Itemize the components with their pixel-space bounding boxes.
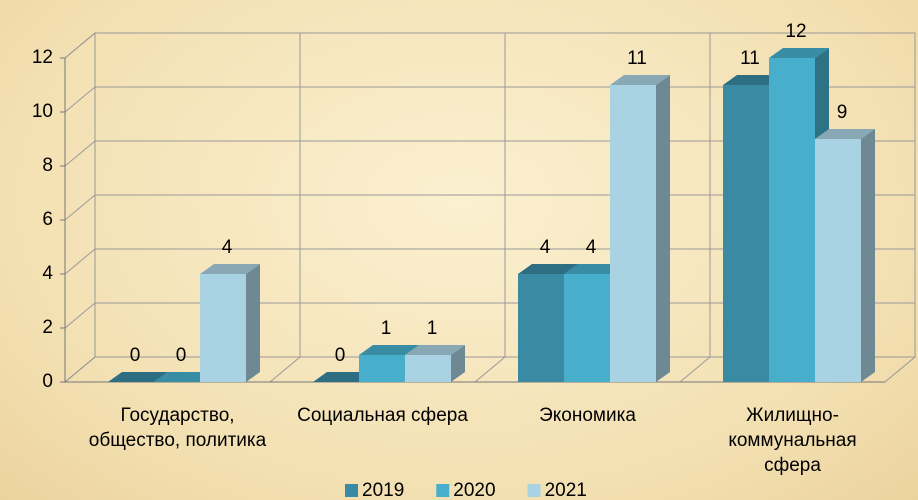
value-label: 9 xyxy=(837,102,848,123)
floor-divider xyxy=(269,356,301,383)
floor-divider xyxy=(679,356,711,383)
grid-line-side xyxy=(64,86,96,113)
grid-line-side xyxy=(64,302,96,329)
bar-face xyxy=(405,345,465,355)
bar-face xyxy=(200,264,260,274)
y-tick-label: 12 xyxy=(32,47,53,68)
bar-face xyxy=(815,129,875,139)
bar-face xyxy=(815,139,861,382)
bar xyxy=(405,345,465,382)
x-tick-label: Экономика xyxy=(539,405,636,426)
bar-face xyxy=(405,345,465,355)
value-label: 4 xyxy=(540,237,551,258)
legend-label: 2020 xyxy=(453,480,495,500)
y-tick-label: 10 xyxy=(32,101,53,122)
legend-label: 2019 xyxy=(362,480,404,500)
bar-face xyxy=(200,274,246,382)
grid-line-side xyxy=(64,248,96,275)
bar-face xyxy=(564,264,624,274)
bar xyxy=(154,372,214,382)
bar-face xyxy=(610,85,656,382)
legend-swatch xyxy=(527,484,541,497)
x-tick-label: Государство, общество, политика xyxy=(88,405,267,451)
bar-face xyxy=(246,264,260,382)
grid-line-side xyxy=(64,140,96,167)
y-tick-label: 2 xyxy=(42,317,53,338)
value-label: 11 xyxy=(740,48,760,69)
bar-face xyxy=(723,85,769,382)
bar-face xyxy=(656,75,670,382)
value-label: 1 xyxy=(381,318,392,339)
bar-face xyxy=(861,129,875,382)
bar-face xyxy=(451,345,465,382)
y-tick-label: 8 xyxy=(42,155,53,176)
y-tick-label: 0 xyxy=(42,371,53,392)
bar xyxy=(108,372,168,382)
bar-face xyxy=(564,274,610,382)
value-label: 12 xyxy=(785,21,806,42)
bar-face xyxy=(656,75,670,382)
bar-face xyxy=(723,75,783,85)
bar xyxy=(313,372,373,382)
bar-face xyxy=(200,264,260,274)
legend-swatch xyxy=(436,484,450,497)
bar-face xyxy=(815,129,875,139)
x-tick-label: Жилищно-коммунальная сфера xyxy=(728,405,857,476)
floor-divider xyxy=(474,356,506,383)
bar-face xyxy=(154,372,214,382)
bar-face xyxy=(359,345,419,355)
bar-face xyxy=(405,355,451,382)
bar-face xyxy=(518,264,578,274)
bar-face xyxy=(246,264,260,382)
grid-line-side xyxy=(64,194,96,221)
x-tick-label: Социальная сфера xyxy=(297,405,468,426)
bar-face xyxy=(108,372,168,382)
bar-face xyxy=(313,372,373,382)
y-tick-label: 4 xyxy=(42,263,53,284)
value-label: 0 xyxy=(130,345,141,366)
value-label: 4 xyxy=(222,237,233,258)
bar xyxy=(610,75,670,382)
bar-face xyxy=(359,355,405,382)
value-label: 0 xyxy=(176,345,187,366)
bar-face xyxy=(610,75,670,85)
bar-face xyxy=(108,372,168,382)
bar-face xyxy=(564,264,624,274)
grid-line-side xyxy=(64,356,96,383)
value-label: 0 xyxy=(335,345,346,366)
y-tick-label: 6 xyxy=(42,209,53,230)
bar-face xyxy=(154,372,214,382)
bar-face xyxy=(769,58,815,382)
bar xyxy=(815,129,875,382)
grid-line-side xyxy=(64,32,96,59)
value-label: 4 xyxy=(586,237,597,258)
bar-face xyxy=(861,129,875,382)
bar-face xyxy=(769,48,829,58)
bar-face xyxy=(359,345,419,355)
legend-label: 2021 xyxy=(545,480,587,500)
bar-face xyxy=(769,48,829,58)
bar-face xyxy=(518,274,564,382)
bar-face xyxy=(451,345,465,382)
value-label: 1 xyxy=(427,318,438,339)
bar xyxy=(200,264,260,382)
bar-face xyxy=(518,264,578,274)
bar-face xyxy=(313,372,373,382)
bar-face xyxy=(610,75,670,85)
value-label: 11 xyxy=(627,48,647,69)
bar-face xyxy=(723,75,783,85)
legend-swatch xyxy=(345,484,358,497)
